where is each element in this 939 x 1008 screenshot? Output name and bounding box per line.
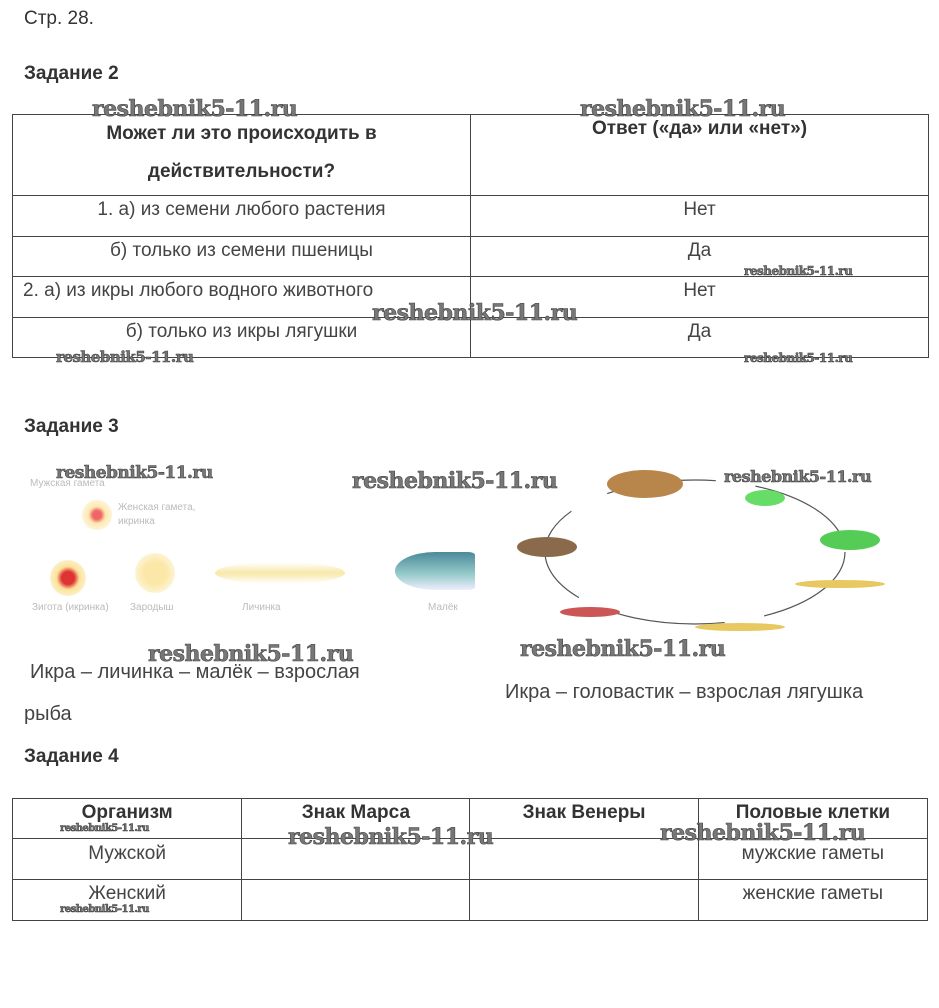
image-label: икринка	[118, 516, 155, 527]
header-question: Может ли это происходить в действительнос…	[12, 114, 471, 196]
watermark: reshebnik5-11.ru	[372, 300, 578, 327]
header-mars-sign: Знак Марса	[241, 798, 471, 839]
question-cell: 2. а) из икры любого водного животного	[12, 276, 471, 318]
watermark: reshebnik5-11.ru	[56, 463, 214, 484]
table-row: Женский женские гаметы	[11, 879, 929, 921]
task4-table: Организм Знак Марса Знак Венеры Половые …	[11, 798, 929, 921]
tadpole-icon	[695, 623, 785, 631]
question-cell: 1. а) из семени любого растения	[12, 195, 471, 237]
organism-cell: Женский	[11, 879, 243, 921]
adult-frog-icon	[607, 470, 683, 498]
table-row: 2. а) из икры любого водного животного Не…	[12, 276, 929, 318]
venus-cell	[469, 879, 699, 921]
sex-cells-cell: мужские гаметы	[697, 838, 929, 880]
frog-life-cycle-image	[517, 470, 885, 631]
young-frog-icon	[517, 537, 577, 557]
task2-table: Может ли это происходить в действительнос…	[12, 114, 929, 358]
answer-cell: Да	[470, 317, 929, 358]
header-sex-cells: Половые клетки	[697, 798, 929, 839]
larva-icon	[215, 562, 345, 584]
watermark: reshebnik5-11.ru	[744, 351, 853, 366]
organism-cell: Мужской	[11, 838, 243, 880]
task2-heading: Задание 2	[24, 63, 119, 84]
watermark: reshebnik5-11.ru	[660, 820, 866, 847]
venus-cell	[469, 838, 699, 880]
embryo-icon	[135, 553, 175, 593]
frog-caption: Икра – головастик – взрослая лягушка	[505, 681, 864, 703]
question-cell: б) только из семени пшеницы	[12, 236, 471, 277]
question-cell: б) только из икры лягушки	[12, 317, 471, 358]
watermark: reshebnik5-11.ru	[60, 904, 150, 916]
task4-heading: Задание 4	[24, 746, 119, 767]
table-header-row: Организм Знак Марса Знак Венеры Половые …	[11, 798, 929, 839]
answer-cell: Да	[470, 236, 929, 277]
watermark: reshebnik5-11.ru	[724, 467, 872, 487]
mars-cell	[241, 879, 471, 921]
fish-development-image: Мужская гамета Женская гамета, икринка З…	[20, 470, 475, 620]
watermark: reshebnik5-11.ru	[56, 348, 195, 367]
watermark: reshebnik5-11.ru	[148, 641, 354, 668]
fish-caption-cont: рыба	[24, 703, 72, 725]
fish-fry-icon	[395, 552, 475, 590]
watermark: reshebnik5-11.ru	[520, 636, 726, 663]
watermark: reshebnik5-11.ru	[580, 96, 786, 123]
tadpole-icon	[795, 580, 885, 588]
watermark: reshebnik5-11.ru	[60, 823, 150, 835]
image-label: Малёк	[428, 602, 458, 613]
header-venus-sign: Знак Венеры	[469, 798, 699, 839]
image-label: Мужская гамета	[30, 478, 105, 489]
egg-cell-icon	[82, 500, 112, 530]
frog-eggs-cluster-icon	[820, 530, 880, 550]
image-label: Зародыш	[130, 602, 174, 613]
page-label: Стр. 28.	[24, 8, 94, 29]
cycle-arrows	[544, 479, 846, 625]
watermark: reshebnik5-11.ru	[352, 468, 558, 495]
image-label: Зигота (икринка)	[32, 602, 109, 613]
watermark: reshebnik5-11.ru	[92, 96, 298, 123]
answer-cell: Нет	[470, 195, 929, 237]
header-answer: Ответ («да» или «нет»)	[470, 114, 929, 196]
frog-eggs-icon	[745, 490, 785, 506]
froglet-icon	[560, 607, 620, 617]
table-row: б) только из икры лягушки Да	[12, 317, 929, 358]
watermark: reshebnik5-11.ru	[288, 824, 494, 851]
fish-caption: Икра – личинка – малёк – взрослая	[30, 661, 360, 683]
zygote-icon	[50, 560, 86, 596]
answer-cell: Нет	[470, 276, 929, 318]
sex-cells-cell: женские гаметы	[697, 879, 929, 921]
image-label: Личинка	[242, 602, 281, 613]
watermark: reshebnik5-11.ru	[744, 264, 853, 279]
header-organism: Организм	[11, 798, 243, 839]
table-row: 1. а) из семени любого растения Нет	[12, 195, 929, 237]
table-row: б) только из семени пшеницы Да	[12, 236, 929, 277]
task3-heading: Задание 3	[24, 416, 119, 437]
image-label: Женская гамета,	[118, 502, 196, 513]
